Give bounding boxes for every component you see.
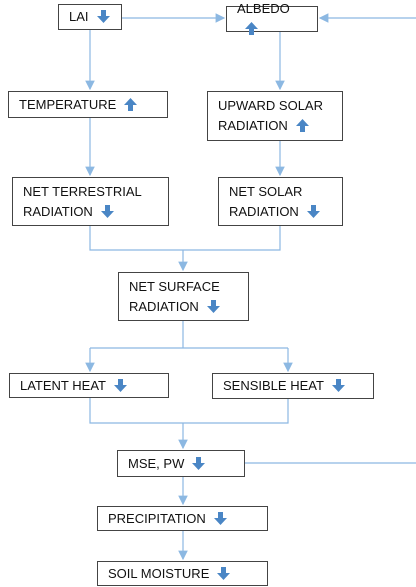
node-label: PRECIPITATION — [108, 510, 206, 526]
node: SOIL MOISTURE — [97, 561, 268, 586]
node-label: NET SURFACE RADIATION — [129, 279, 220, 314]
connector — [89, 398, 289, 424]
node-content: SENSIBLE HEAT — [223, 376, 345, 396]
node: PRECIPITATION — [97, 506, 268, 531]
node: TEMPERATURE — [8, 91, 168, 118]
node: UPWARD SOLAR RADIATION — [207, 91, 343, 141]
node-content: NET SURFACE RADIATION — [129, 277, 238, 317]
trend-arrow — [245, 22, 258, 35]
trend-arrow — [100, 205, 114, 218]
node-label: MSE, PW — [128, 455, 185, 471]
node-label: SENSIBLE HEAT — [223, 378, 324, 393]
trend-arrow — [217, 566, 231, 580]
node-content: TEMPERATURE — [19, 95, 138, 115]
node: NET SURFACE RADIATION — [118, 272, 249, 321]
trend-arrow — [124, 97, 138, 111]
node-content: UPWARD SOLAR RADIATION — [218, 96, 332, 136]
node-content: NET SOLAR RADIATION — [229, 182, 332, 222]
node-content: ALBEDO — [237, 0, 307, 39]
trend-arrow — [96, 10, 110, 23]
trend-arrow — [192, 456, 206, 470]
node: ALBEDO — [226, 1, 318, 35]
trend-arrow — [306, 205, 320, 218]
node-content: LATENT HEAT — [20, 376, 127, 396]
node: NET SOLAR RADIATION — [218, 177, 343, 226]
node-content: PRECIPITATION — [108, 509, 227, 529]
node-label: NET TERRESTRIAL RADIATION — [23, 184, 142, 219]
trend-arrow — [331, 379, 345, 392]
node-content: LAI — [69, 7, 110, 27]
node-label: NET SOLAR RADIATION — [229, 184, 303, 219]
trend-arrow — [213, 511, 227, 525]
node-content: MSE, PW — [128, 454, 206, 474]
node-label: UPWARD SOLAR RADIATION — [218, 98, 323, 133]
node-content: NET TERRESTRIAL RADIATION — [23, 182, 158, 222]
node-label: LAI — [69, 9, 89, 24]
node-label: LATENT HEAT — [20, 377, 106, 393]
node: LAI — [58, 4, 122, 30]
node: SENSIBLE HEAT — [212, 373, 374, 399]
node-content: SOIL MOISTURE — [108, 564, 231, 584]
trend-arrow — [295, 119, 309, 132]
node: NET TERRESTRIAL RADIATION — [12, 177, 169, 226]
node-label: ALBEDO — [237, 1, 290, 16]
trend-arrow — [113, 378, 127, 392]
connector — [89, 226, 281, 251]
node-label: TEMPERATURE — [19, 96, 117, 112]
node: LATENT HEAT — [9, 373, 169, 398]
node-label: SOIL MOISTURE — [108, 565, 210, 581]
trend-arrow — [206, 300, 220, 313]
node: MSE, PW — [117, 450, 245, 477]
